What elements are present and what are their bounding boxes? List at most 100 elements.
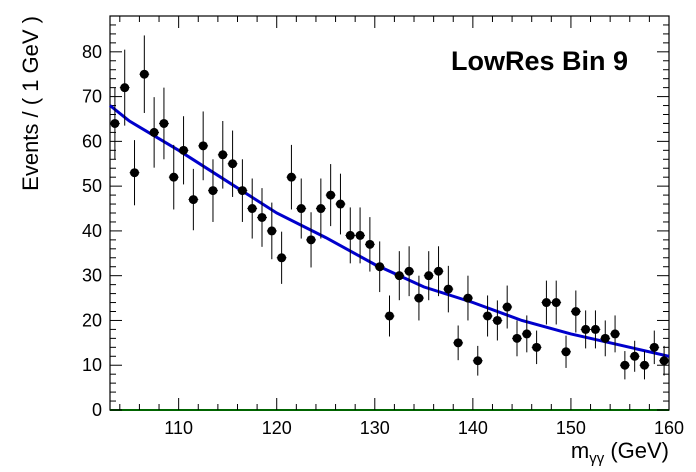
point-marker	[365, 239, 375, 249]
data-point	[414, 275, 424, 321]
y-axis-title: Events / ( 1 GeV )	[18, 16, 43, 191]
data-point	[198, 111, 209, 181]
data-point	[433, 246, 444, 297]
data-point	[492, 300, 503, 341]
point-marker	[630, 351, 640, 361]
data-point	[639, 351, 650, 380]
point-marker	[404, 266, 414, 276]
data-point	[119, 49, 130, 126]
data-point	[580, 310, 591, 349]
data-point	[561, 335, 571, 368]
data-point	[541, 280, 552, 325]
x-axis-title-main: m	[571, 438, 589, 463]
data-point	[139, 35, 150, 113]
data-point	[463, 275, 473, 321]
x-tick-label: 160	[654, 418, 684, 438]
x-ticks: 110 120 130 140 150 160	[119, 16, 684, 438]
point-marker	[483, 311, 493, 321]
x-axis-title-unit: (GeV)	[604, 438, 669, 463]
point-marker	[228, 159, 238, 169]
point-marker	[443, 284, 453, 294]
x-axis-title-sub: γγ	[589, 450, 605, 467]
data-points-group	[110, 35, 669, 380]
point-marker	[453, 338, 463, 348]
fit-curve-group	[109, 104, 670, 358]
x-tick-label: 110	[164, 418, 193, 438]
data-point	[521, 315, 532, 353]
data-point	[315, 178, 326, 239]
data-point	[364, 217, 375, 272]
point-marker	[424, 271, 434, 281]
data-point	[472, 345, 483, 376]
point-marker	[277, 253, 287, 263]
data-point	[178, 116, 189, 185]
point-marker	[316, 204, 326, 214]
point-marker	[198, 141, 208, 151]
x-tick-label: 130	[360, 418, 390, 438]
point-marker	[139, 69, 149, 79]
data-point	[149, 97, 160, 168]
point-marker	[257, 212, 267, 222]
y-tick-label: 60	[82, 131, 102, 151]
y-tick-label: 40	[82, 221, 102, 241]
point-marker	[208, 186, 218, 196]
point-marker	[434, 266, 444, 276]
data-point	[649, 330, 660, 365]
y-tick-label: 70	[82, 87, 102, 107]
point-marker	[394, 271, 404, 281]
y-tick-label: 50	[82, 176, 102, 196]
data-point	[531, 330, 542, 365]
point-marker	[581, 324, 591, 334]
point-marker	[110, 118, 120, 128]
data-point	[629, 340, 640, 372]
data-point	[159, 87, 169, 160]
y-tick-label: 10	[82, 355, 102, 375]
point-marker	[296, 204, 306, 214]
point-marker	[414, 293, 424, 303]
point-marker	[355, 230, 365, 240]
data-point	[335, 173, 346, 235]
y-ticks: 0 10 20 30 40 50 60 70 80	[82, 15, 669, 420]
point-marker	[610, 329, 620, 339]
point-marker	[473, 356, 483, 366]
data-point	[110, 87, 120, 160]
data-point	[266, 202, 277, 260]
point-marker	[522, 329, 532, 339]
data-point	[384, 295, 395, 337]
point-marker	[218, 150, 228, 160]
y-tick-label: 80	[82, 42, 102, 62]
data-point	[208, 159, 218, 222]
x-axis-title: mγγ (GeV)	[571, 438, 669, 467]
point-marker	[492, 315, 502, 325]
data-point	[453, 325, 464, 361]
data-point	[600, 320, 611, 357]
data-point	[551, 280, 562, 325]
point-marker	[600, 333, 610, 343]
data-point	[257, 188, 267, 247]
point-marker	[326, 190, 336, 200]
point-marker	[159, 118, 169, 128]
data-point	[394, 251, 405, 301]
data-point	[355, 207, 365, 264]
data-point	[482, 295, 493, 337]
point-marker	[551, 298, 561, 308]
point-marker	[590, 324, 600, 334]
point-marker	[512, 333, 522, 343]
data-point	[306, 212, 316, 268]
data-point	[296, 178, 307, 239]
point-marker	[345, 230, 355, 240]
point-marker	[375, 262, 385, 272]
fit-curve-line	[109, 104, 670, 358]
y-tick-label: 30	[82, 266, 102, 286]
point-marker	[120, 83, 130, 93]
point-marker	[169, 172, 179, 182]
data-point	[404, 246, 415, 297]
point-marker	[306, 235, 316, 245]
point-marker	[286, 172, 296, 182]
point-marker	[267, 226, 277, 236]
data-point	[237, 159, 248, 222]
point-marker	[649, 342, 659, 352]
data-point	[374, 241, 385, 293]
point-marker	[130, 168, 140, 178]
